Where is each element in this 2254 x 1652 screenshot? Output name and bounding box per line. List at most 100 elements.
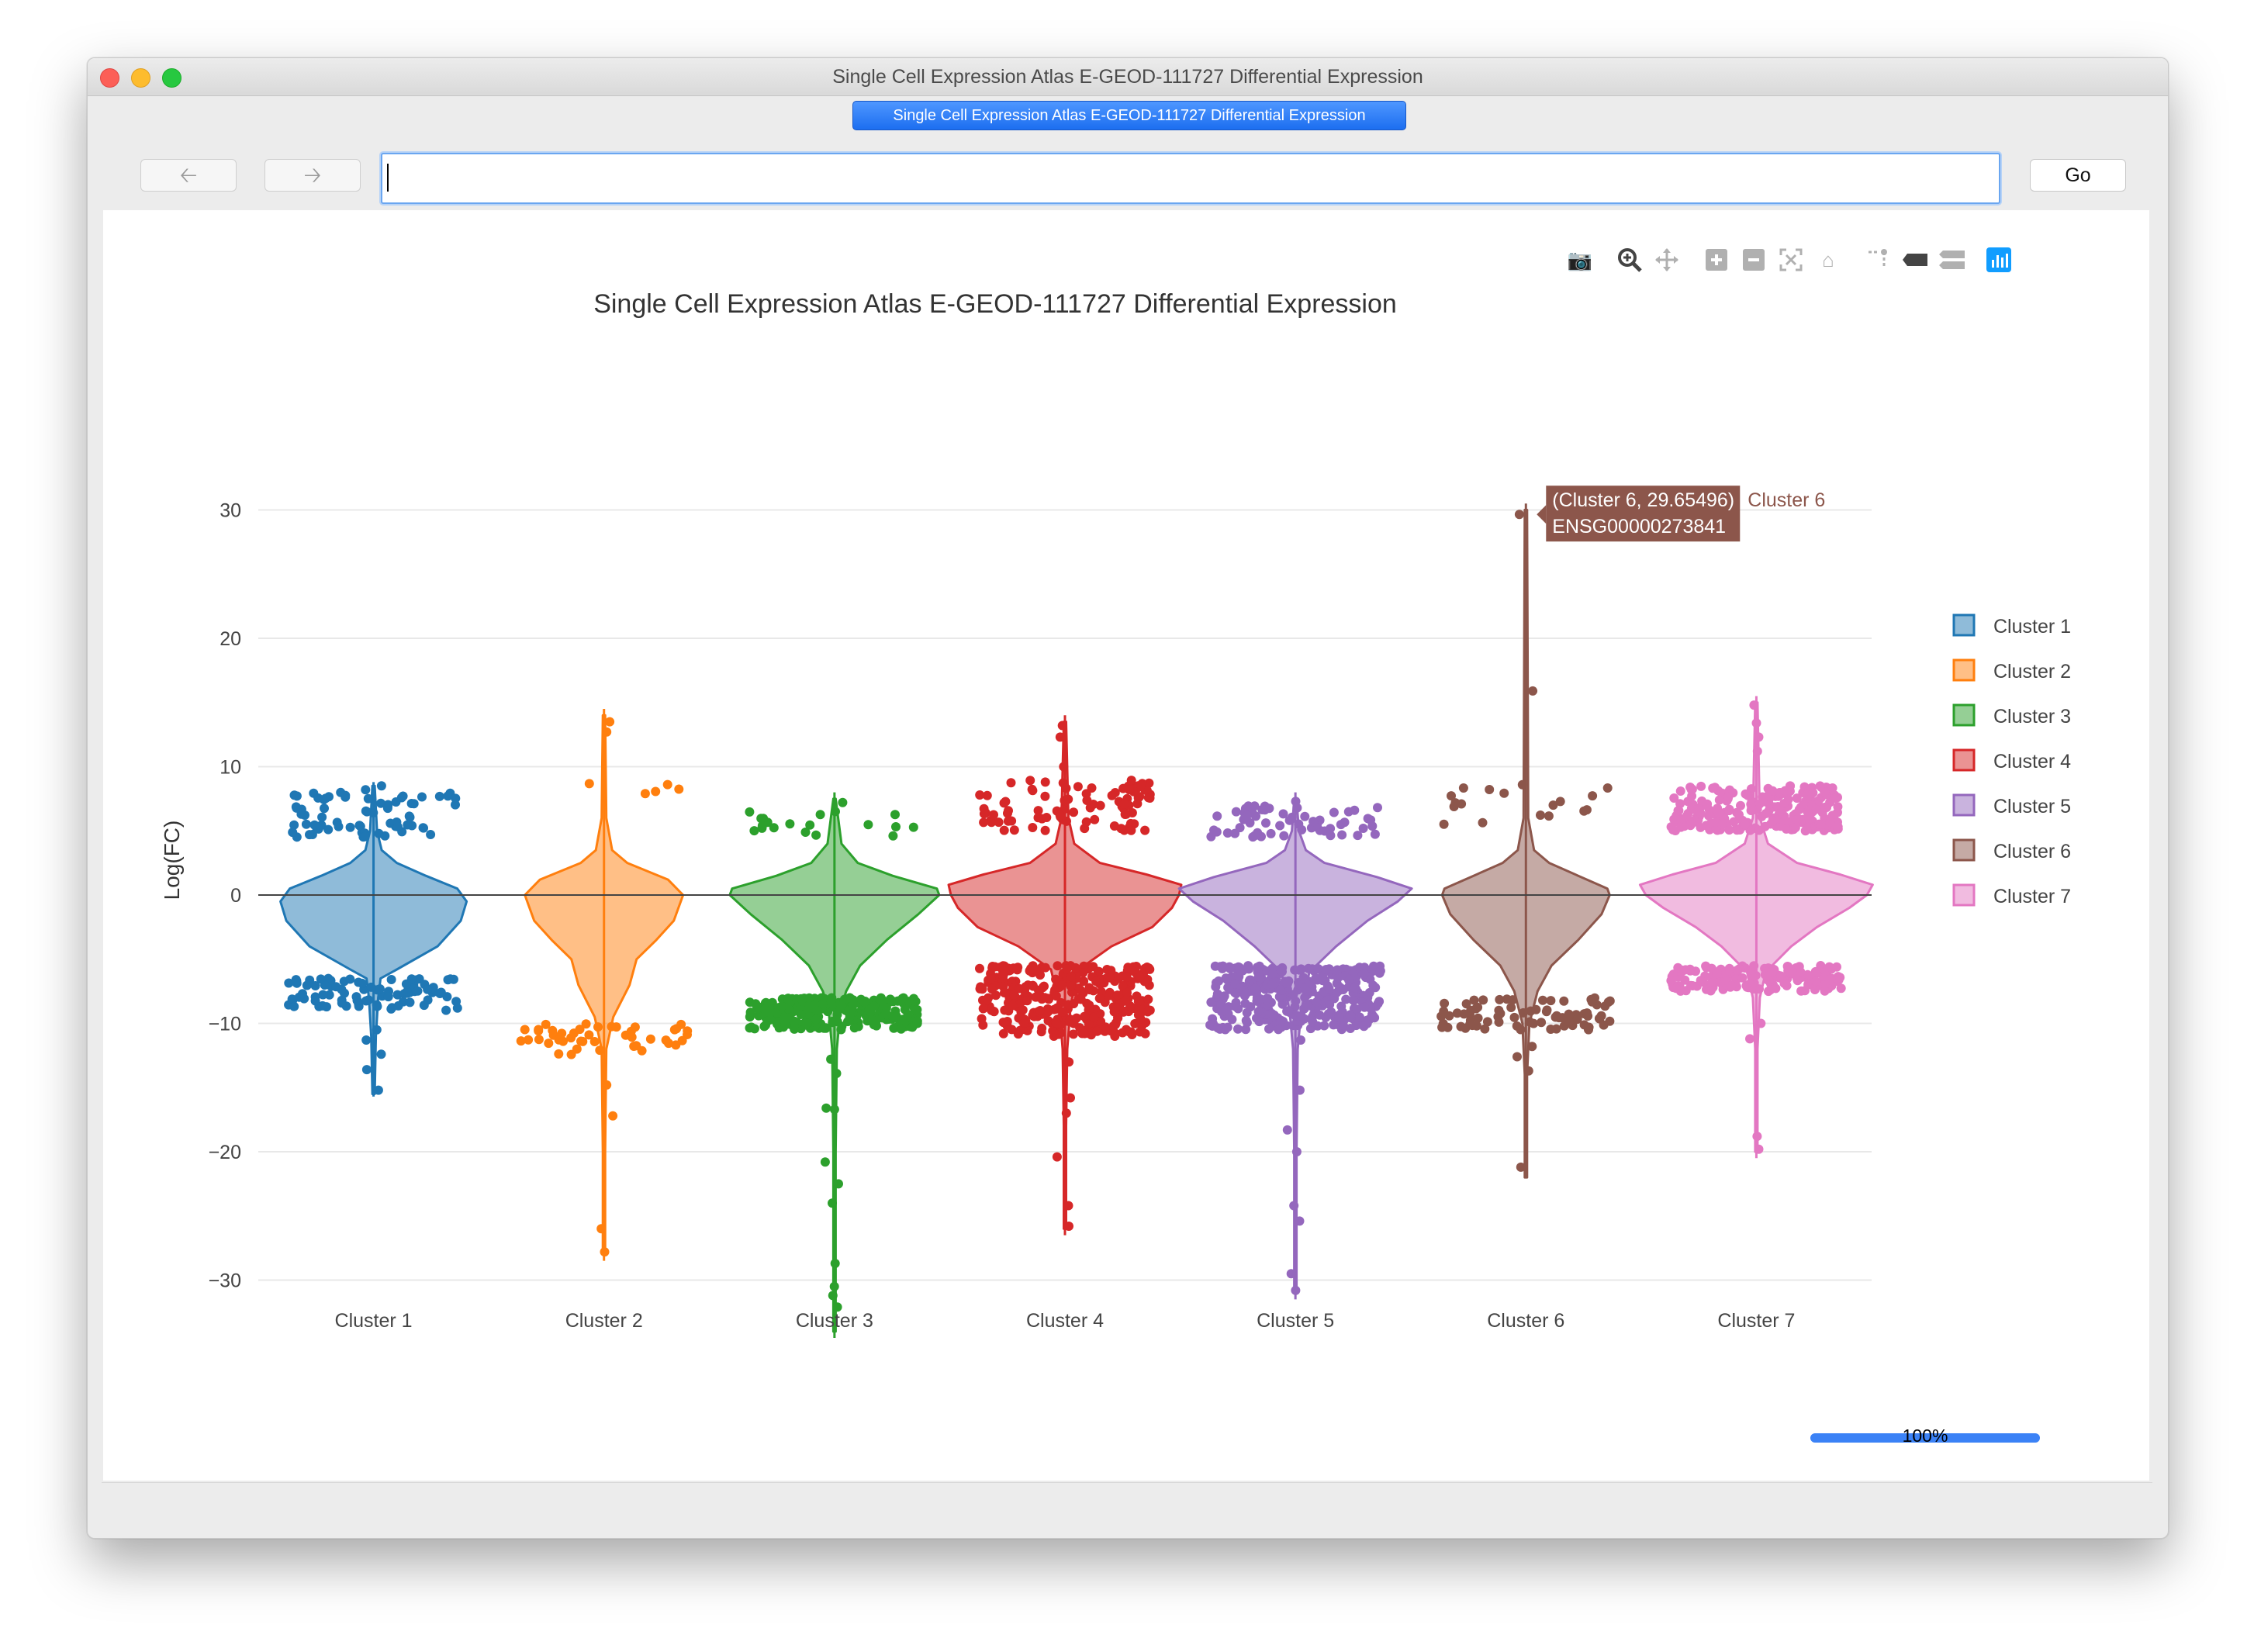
maximize-window-button[interactable] <box>162 68 181 88</box>
legend-item-label[interactable]: Cluster 4 <box>1993 751 2071 772</box>
data-point[interactable] <box>1338 1021 1348 1030</box>
data-point[interactable] <box>1478 817 1488 828</box>
data-point[interactable] <box>1750 982 1759 992</box>
data-point[interactable] <box>1241 1015 1251 1025</box>
data-point[interactable] <box>819 1023 829 1033</box>
data-point[interactable] <box>1094 994 1105 1004</box>
data-point[interactable] <box>1040 777 1050 787</box>
data-point[interactable] <box>1277 966 1287 976</box>
data-point[interactable] <box>1308 817 1319 827</box>
data-point[interactable] <box>608 1111 618 1121</box>
legend-swatch[interactable] <box>1952 613 1976 637</box>
data-point[interactable] <box>1133 997 1143 1007</box>
data-point[interactable] <box>1227 1014 1237 1025</box>
data-point[interactable] <box>1218 963 1227 973</box>
data-point[interactable] <box>284 978 294 988</box>
data-point[interactable] <box>1094 966 1104 976</box>
data-point[interactable] <box>669 1025 679 1035</box>
data-point[interactable] <box>392 822 403 831</box>
data-point[interactable] <box>323 824 334 835</box>
data-point[interactable] <box>1287 814 1296 824</box>
data-point[interactable] <box>301 819 311 829</box>
data-point[interactable] <box>1329 1020 1339 1030</box>
data-point[interactable] <box>776 1001 786 1011</box>
data-point[interactable] <box>1230 972 1240 982</box>
data-point[interactable] <box>1264 1024 1274 1034</box>
data-point[interactable] <box>1600 1001 1610 1011</box>
data-point[interactable] <box>1140 825 1150 835</box>
data-point[interactable] <box>1345 1011 1355 1021</box>
data-point[interactable] <box>1061 1108 1071 1118</box>
data-point[interactable] <box>757 821 767 831</box>
data-point[interactable] <box>994 817 1004 828</box>
data-point[interactable] <box>1732 807 1742 817</box>
data-point[interactable] <box>1268 969 1278 979</box>
data-point[interactable] <box>804 993 814 1003</box>
data-point[interactable] <box>1375 966 1385 976</box>
data-point[interactable] <box>1013 1029 1023 1039</box>
data-point[interactable] <box>1052 1152 1062 1162</box>
data-point[interactable] <box>1267 1008 1277 1018</box>
data-point[interactable] <box>1040 825 1050 835</box>
legend-item-label[interactable]: Cluster 2 <box>1993 661 2071 683</box>
data-point[interactable] <box>403 988 413 998</box>
data-point[interactable] <box>1222 975 1232 984</box>
data-point[interactable] <box>1824 962 1834 972</box>
data-point[interactable] <box>1088 800 1098 809</box>
data-point[interactable] <box>1295 965 1305 975</box>
data-point[interactable] <box>890 810 900 820</box>
data-point[interactable] <box>581 1019 591 1029</box>
data-point[interactable] <box>1255 994 1265 1004</box>
data-point[interactable] <box>1457 799 1467 809</box>
data-point[interactable] <box>1323 1009 1333 1018</box>
data-point[interactable] <box>1291 1147 1302 1156</box>
data-point[interactable] <box>1555 797 1565 807</box>
data-point[interactable] <box>1022 996 1032 1006</box>
data-point[interactable] <box>423 995 433 1005</box>
data-point[interactable] <box>318 990 328 1000</box>
data-point[interactable] <box>1078 968 1088 978</box>
data-point[interactable] <box>831 1069 842 1078</box>
data-point[interactable] <box>1122 972 1132 982</box>
data-point[interactable] <box>1057 980 1067 990</box>
data-point[interactable] <box>1261 818 1270 828</box>
data-point[interactable] <box>1143 786 1152 796</box>
data-point[interactable] <box>372 1000 382 1010</box>
data-point[interactable] <box>1724 806 1734 816</box>
data-point[interactable] <box>1714 795 1724 805</box>
data-point[interactable] <box>982 995 992 1005</box>
legend-item-label[interactable]: Cluster 3 <box>1993 706 2071 728</box>
data-point[interactable] <box>1040 963 1050 973</box>
data-point[interactable] <box>310 996 320 1006</box>
data-point[interactable] <box>1517 779 1527 790</box>
data-point[interactable] <box>1811 976 1821 987</box>
data-point[interactable] <box>773 1020 783 1030</box>
data-point[interactable] <box>596 1224 607 1234</box>
data-point[interactable] <box>1080 1011 1090 1021</box>
data-point[interactable] <box>1473 1013 1483 1023</box>
data-point[interactable] <box>1506 1003 1516 1012</box>
url-input[interactable] <box>381 153 2000 204</box>
data-point[interactable] <box>1064 1057 1074 1067</box>
data-point[interactable] <box>1518 1007 1528 1018</box>
data-point[interactable] <box>1542 1005 1552 1015</box>
data-point[interactable] <box>1765 985 1775 995</box>
data-point[interactable] <box>979 809 989 819</box>
data-point[interactable] <box>1025 776 1035 786</box>
data-point[interactable] <box>337 998 347 1008</box>
data-point[interactable] <box>1572 1014 1582 1025</box>
data-point[interactable] <box>1051 991 1061 1001</box>
data-point[interactable] <box>341 790 351 800</box>
data-point[interactable] <box>434 791 444 801</box>
data-point[interactable] <box>837 1001 847 1011</box>
data-point[interactable] <box>320 793 330 804</box>
data-point[interactable] <box>975 790 985 800</box>
data-point[interactable] <box>1465 1020 1474 1029</box>
data-point[interactable] <box>1276 1015 1286 1025</box>
data-point[interactable] <box>361 1065 372 1075</box>
data-point[interactable] <box>1554 1013 1564 1023</box>
data-point[interactable] <box>316 974 326 984</box>
data-point[interactable] <box>1440 998 1450 1008</box>
data-point[interactable] <box>1040 791 1050 801</box>
autoscale-icon[interactable] <box>1775 244 1806 275</box>
